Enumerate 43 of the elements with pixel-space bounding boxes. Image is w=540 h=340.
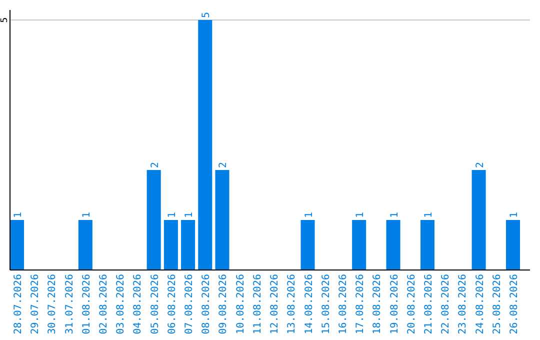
x-tick-label: 17.08.2026 xyxy=(355,274,366,334)
x-tick-label: 21.08.2026 xyxy=(423,274,434,334)
data-label: 5 xyxy=(201,12,212,18)
x-tick-label: 08.08.2026 xyxy=(201,274,212,334)
x-tick-label: 20.08.2026 xyxy=(406,274,418,334)
x-tick-label: 01.08.2026 xyxy=(81,274,92,334)
data-label: 1 xyxy=(508,212,520,218)
data-label: 2 xyxy=(474,162,486,168)
x-tick-label: 31.07.2026 xyxy=(64,274,76,334)
data-label: 1 xyxy=(166,212,178,218)
x-tick-label: 10.08.2026 xyxy=(235,274,246,334)
data-label: 1 xyxy=(304,212,315,218)
x-tick-label: 26.08.2026 xyxy=(508,274,520,334)
x-tick-label: 22.08.2026 xyxy=(440,274,452,334)
x-tick-label: 11.08.2026 xyxy=(252,274,264,334)
x-tick-label: 16.08.2026 xyxy=(338,274,349,334)
x-tick-label: 04.08.2026 xyxy=(132,274,144,334)
data-label: 1 xyxy=(355,212,366,218)
data-label: 1 xyxy=(184,212,196,218)
x-tick-label: 18.08.2026 xyxy=(372,274,384,334)
x-tick-label: 14.08.2026 xyxy=(304,274,315,334)
x-tick-label: 09.08.2026 xyxy=(218,274,230,334)
x-tick-label: 29.07.2026 xyxy=(30,274,42,334)
data-label: 1 xyxy=(81,212,92,218)
data-label: 1 xyxy=(389,212,400,218)
x-tick-label: 30.07.2026 xyxy=(47,274,58,334)
data-label: 2 xyxy=(218,162,230,168)
x-tick-label: 07.08.2026 xyxy=(184,274,196,334)
x-tick-label: 03.08.2026 xyxy=(116,274,127,334)
x-tick-label: 19.08.2026 xyxy=(389,274,400,334)
data-label: 2 xyxy=(150,162,161,168)
x-tick-label: 05.08.2026 xyxy=(150,274,161,334)
x-tick-label: 24.08.2026 xyxy=(474,274,486,334)
data-label: 1 xyxy=(13,212,24,218)
data-label: 1 xyxy=(423,212,434,218)
x-tick-label: 13.08.2026 xyxy=(286,274,298,334)
x-tick-label: 23.08.2026 xyxy=(458,274,469,334)
x-tick-label: 02.08.2026 xyxy=(98,274,110,334)
x-tick-label: 06.08.2026 xyxy=(166,274,178,334)
x-tick-label: 25.08.2026 xyxy=(492,274,503,334)
x-tick-label: 28.07.2026 xyxy=(13,274,24,334)
x-tick-label: 12.08.2026 xyxy=(270,274,281,334)
x-tick-label: 15.08.2026 xyxy=(320,274,332,334)
